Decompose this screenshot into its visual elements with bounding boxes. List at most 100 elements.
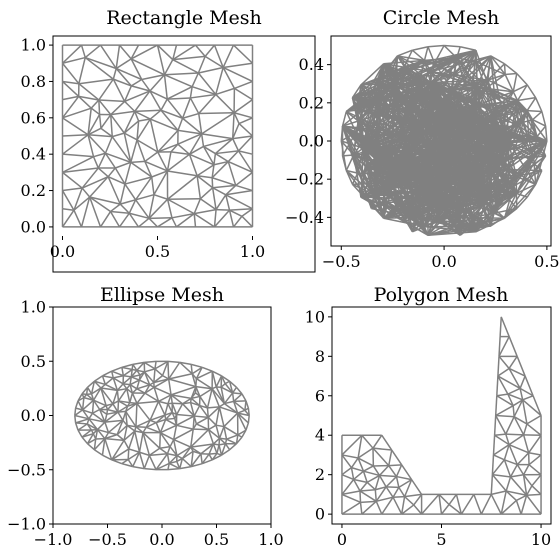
mesh-edge — [81, 386, 89, 395]
mesh-edge — [201, 453, 210, 465]
mesh-edge — [532, 119, 546, 127]
mesh-edge — [199, 396, 209, 409]
mesh-edge — [423, 107, 465, 227]
mesh-edge — [341, 493, 361, 504]
mesh-edge — [527, 109, 542, 113]
ellipse-mesh-subplot: Ellipse Mesh −1.0 −0.5 0.0 0.5 1.0 −1.0 −0.5 0… — [7, 284, 284, 549]
y-tick-label: 0.0 — [21, 406, 46, 425]
mesh-edge — [130, 161, 153, 178]
mesh-edge — [77, 396, 85, 402]
mesh-edge — [99, 44, 117, 69]
mesh-edge — [134, 110, 151, 120]
mesh-edge — [207, 406, 220, 418]
mesh-edge — [189, 398, 192, 403]
mesh-edge — [132, 368, 137, 372]
mesh-edge — [116, 390, 120, 402]
y-tick-label: 0.4 — [21, 145, 46, 164]
mesh-edge — [212, 443, 218, 454]
mesh-edge — [515, 500, 522, 515]
mesh-edge — [190, 93, 216, 99]
mesh-edge — [176, 461, 181, 469]
mesh-edge — [423, 46, 429, 61]
mesh-edge — [143, 361, 156, 370]
mesh-edge — [411, 49, 425, 61]
mesh-edge — [200, 133, 205, 147]
mesh-edge — [196, 164, 215, 177]
mesh-edge — [129, 212, 150, 220]
subplot-title: Ellipse Mesh — [100, 284, 224, 306]
mesh-edge — [238, 122, 254, 137]
mesh-edge — [144, 161, 153, 178]
mesh-edge — [130, 58, 143, 80]
mesh-edge — [165, 417, 175, 421]
mesh-edge — [194, 415, 209, 419]
mesh-edge — [232, 401, 239, 414]
mesh-edge — [345, 169, 375, 196]
mesh-edge — [136, 388, 146, 394]
mesh-edge — [350, 457, 359, 469]
mesh-edge — [375, 486, 387, 491]
mesh-edge — [164, 403, 169, 416]
mesh-edge — [128, 430, 136, 450]
mesh-edge — [191, 395, 201, 400]
mesh-edge — [526, 110, 538, 137]
mesh-edge — [446, 99, 487, 202]
mesh-edge — [237, 135, 254, 152]
mesh-edge — [148, 198, 169, 219]
mesh-edge — [110, 100, 126, 116]
mesh-edge — [517, 96, 536, 102]
mesh-edge — [100, 387, 107, 406]
mesh-edge — [129, 384, 138, 390]
mesh-edge — [153, 378, 170, 388]
mesh-edge — [179, 458, 184, 469]
mesh-edge — [164, 414, 167, 420]
mesh-edge — [94, 380, 106, 386]
mesh-edge — [525, 485, 533, 496]
mesh-edge — [351, 84, 362, 99]
mesh-edge — [123, 430, 136, 441]
mesh-edge — [516, 183, 536, 195]
mesh-edge — [131, 392, 138, 404]
mesh-edge — [168, 462, 181, 470]
mesh-edge — [111, 448, 130, 461]
mesh-edge — [201, 459, 213, 465]
mesh-edge — [114, 167, 126, 185]
mesh-edge — [92, 433, 97, 440]
mesh-edge — [376, 496, 394, 503]
mesh-edge — [118, 44, 132, 60]
mesh-edge — [232, 138, 240, 152]
mesh-edge — [167, 175, 198, 200]
mesh-edge — [132, 361, 145, 366]
mesh-edge — [176, 415, 195, 426]
mesh-edge — [224, 443, 231, 451]
mesh-edge — [160, 424, 177, 434]
y-tick-label: 0.5 — [21, 352, 46, 371]
mesh-edge — [154, 360, 169, 370]
mesh-edge — [241, 208, 253, 217]
mesh-edge — [115, 44, 121, 69]
mesh-edge — [74, 400, 79, 409]
mesh-edge — [144, 160, 168, 172]
y-tick-label: 10 — [305, 307, 325, 326]
mesh-edge — [197, 175, 213, 179]
mesh-edge — [149, 109, 162, 120]
mesh-edge — [155, 453, 169, 471]
mesh-edge — [516, 452, 530, 466]
mesh-edge — [508, 443, 529, 454]
mesh-edge — [154, 368, 164, 377]
mesh-edge — [526, 97, 537, 112]
mesh-edge — [154, 361, 157, 369]
mesh-edge — [189, 145, 204, 155]
mesh-edge — [193, 198, 202, 214]
mesh-edge — [112, 78, 126, 102]
mesh-edge — [81, 409, 90, 420]
mesh-edge — [61, 95, 80, 119]
mesh-edge — [125, 411, 137, 428]
x-tick-label: 0 — [337, 530, 347, 549]
mesh-edge — [166, 453, 170, 464]
mesh-edge — [116, 420, 124, 435]
mesh-edge — [235, 171, 253, 187]
subplot-title: Rectangle Mesh — [106, 7, 262, 29]
y-tick-label: 0 — [315, 505, 325, 524]
mesh-edge — [508, 336, 518, 357]
